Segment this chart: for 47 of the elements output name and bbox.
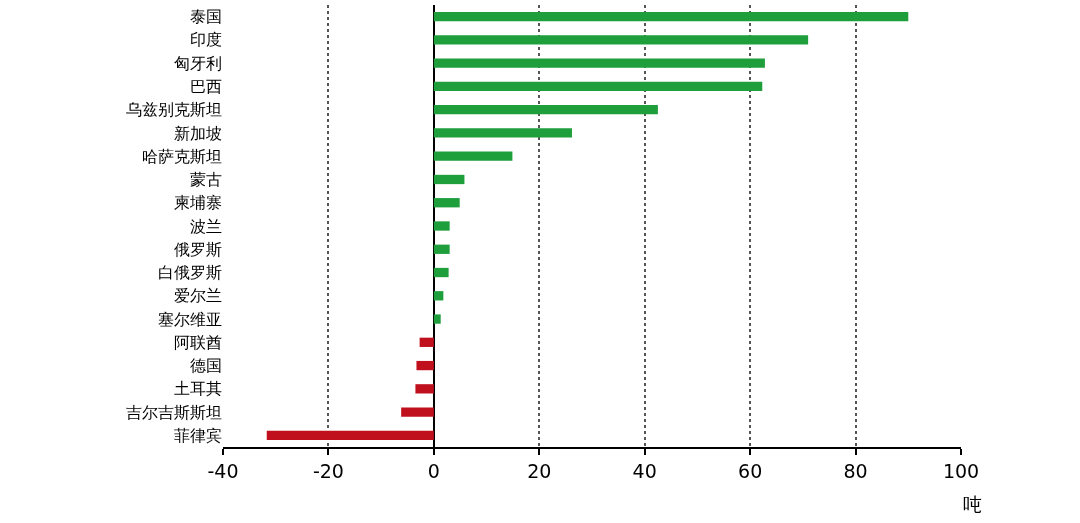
y-tick-label: 阿联酋 (174, 332, 222, 352)
y-tick-label: 哈萨克斯坦 (142, 146, 222, 166)
x-tick-label: -20 (312, 459, 344, 482)
y-tick-label: 匈牙利 (174, 53, 222, 73)
y-tick-label: 乌兹别克斯坦 (126, 100, 222, 120)
x-tick-label: 40 (632, 459, 657, 482)
y-tick-label: 柬埔寨 (174, 193, 222, 213)
y-tick-label: 俄罗斯 (174, 239, 222, 259)
bar (433, 314, 441, 324)
bar (401, 407, 434, 417)
y-tick-label: 波兰 (190, 216, 222, 236)
y-tick-label: 白俄罗斯 (158, 263, 222, 283)
y-tick-label: 印度 (190, 30, 222, 50)
bar (433, 267, 449, 278)
bar (416, 360, 434, 371)
x-tick-label: 80 (843, 459, 868, 482)
y-tick-label: 蒙古 (190, 170, 222, 190)
bar (433, 291, 444, 301)
x-tick-label: -40 (207, 459, 239, 482)
bar (433, 174, 465, 185)
x-tick-label: 0 (427, 459, 440, 482)
x-axis-title: 吨 (963, 493, 982, 515)
y-tick-label: 新加坡 (174, 123, 222, 143)
bar (419, 337, 434, 347)
bar (433, 81, 763, 92)
bar (433, 221, 450, 231)
x-tick-label: 20 (527, 459, 552, 482)
bar (433, 244, 450, 254)
y-tick-label: 爱尔兰 (174, 286, 222, 306)
bar (266, 430, 434, 441)
y-tick-label: 菲律宾 (174, 425, 222, 445)
y-tick-label: 德国 (190, 356, 222, 376)
y-tick-label: 塞尔维亚 (158, 309, 222, 329)
bar (433, 128, 572, 138)
y-tick-label: 土耳其 (174, 379, 222, 399)
y-tick-label: 泰国 (190, 7, 222, 27)
bar (415, 384, 434, 394)
bar (433, 105, 658, 115)
y-tick-label: 巴西 (190, 77, 222, 97)
bar (433, 198, 460, 208)
bar (433, 11, 909, 22)
y-tick-label: 吉尔吉斯斯坦 (126, 402, 222, 422)
bar (433, 151, 513, 161)
bar (433, 58, 765, 68)
bar (433, 35, 809, 45)
x-tick-label: 60 (738, 459, 763, 482)
x-tick-label: 100 (942, 459, 980, 482)
